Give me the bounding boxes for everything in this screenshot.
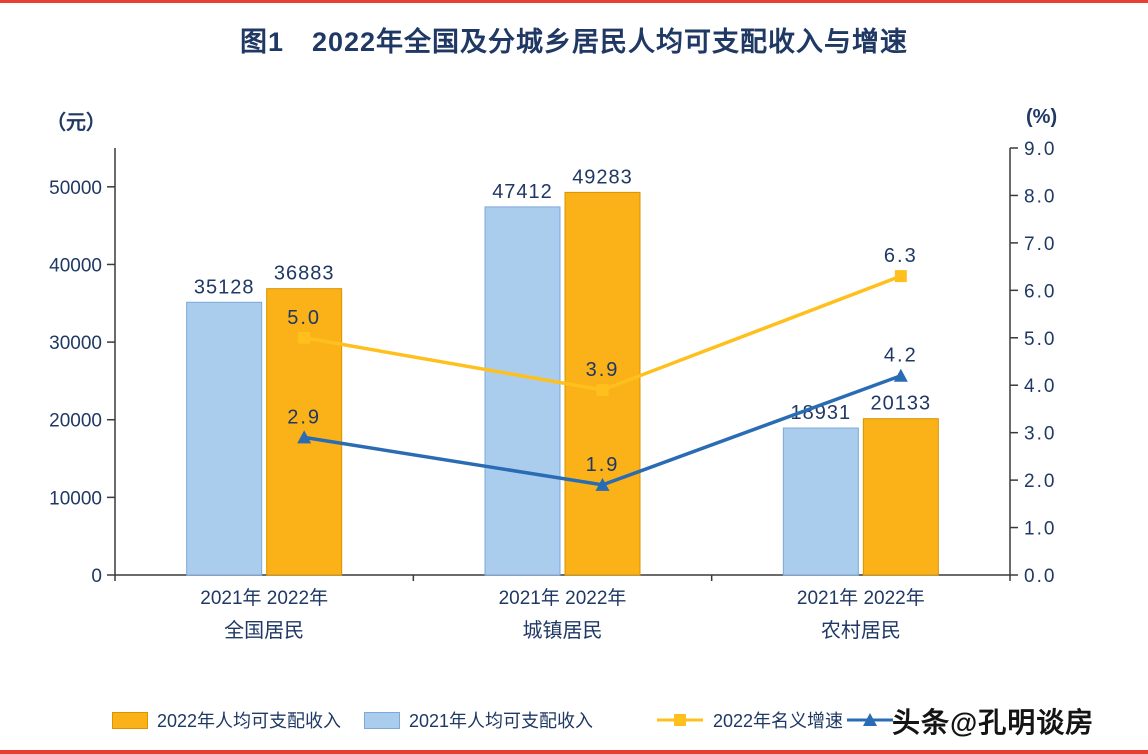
svg-text:20000: 20000 (49, 411, 102, 432)
red-top-border (0, 0, 1148, 3)
svg-text:2.0: 2.0 (1024, 471, 1056, 492)
svg-text:5.0: 5.0 (1024, 329, 1056, 350)
legend-item-nominal-growth: 2022年名义增速 (656, 700, 843, 740)
triangle-marker-icon (863, 713, 877, 726)
svg-text:6.3: 6.3 (884, 245, 918, 267)
svg-text:1.9: 1.9 (586, 454, 620, 476)
svg-text:8.0: 8.0 (1024, 186, 1056, 207)
square-marker-icon (674, 714, 686, 726)
chart-title: 图1 2022年全国及分城乡居民人均可支配收入与增速 (239, 27, 909, 57)
svg-text:7.0: 7.0 (1024, 234, 1056, 255)
svg-text:5.0: 5.0 (287, 307, 321, 329)
legend-label: 2021年人均可支配收入 (409, 711, 594, 731)
line-triangle-swatch-icon (847, 713, 893, 726)
left-axis-unit-label: （元） (46, 112, 106, 134)
svg-text:4.2: 4.2 (884, 345, 918, 367)
svg-text:3.9: 3.9 (586, 359, 620, 381)
svg-text:城镇居民: 城镇居民 (523, 619, 603, 642)
svg-text:2021年 2022年: 2021年 2022年 (200, 587, 328, 609)
svg-text:6.0: 6.0 (1024, 281, 1056, 302)
svg-text:2.9: 2.9 (287, 406, 321, 428)
svg-text:40000: 40000 (49, 255, 102, 276)
svg-text:2021年 2022年: 2021年 2022年 (499, 587, 627, 609)
legend-label: 2022年人均可支配收入 (157, 711, 342, 731)
svg-text:47412: 47412 (492, 181, 553, 203)
svg-text:35128: 35128 (194, 276, 255, 298)
legend-label: 2022年名义增速 (713, 711, 844, 731)
svg-text:0.0: 0.0 (1024, 566, 1056, 587)
svg-text:10000: 10000 (49, 488, 102, 509)
right-axis-unit-label: (%) (1026, 106, 1058, 128)
svg-text:3.0: 3.0 (1024, 424, 1056, 445)
svg-text:2021年 2022年: 2021年 2022年 (797, 587, 925, 609)
line-square-swatch-icon (657, 714, 703, 726)
orange-bar-swatch-icon (112, 711, 148, 729)
svg-text:农村居民: 农村居民 (821, 619, 901, 642)
svg-text:50000: 50000 (49, 178, 102, 199)
svg-text:9.0: 9.0 (1024, 139, 1056, 160)
legend-item-income-2021: 2021年人均可支配收入 (364, 700, 593, 740)
legend-item-real-growth (846, 700, 903, 740)
svg-text:1.0: 1.0 (1024, 519, 1056, 540)
svg-text:18931: 18931 (791, 402, 852, 424)
watermark: 头条@孔明谈房 (892, 707, 1095, 738)
svg-text:49283: 49283 (572, 166, 633, 188)
blue-bar-swatch-icon (364, 711, 400, 729)
svg-text:30000: 30000 (49, 333, 102, 354)
legend-item-income-2022: 2022年人均可支配收入 (112, 700, 341, 740)
svg-text:4.0: 4.0 (1024, 376, 1056, 397)
svg-text:20133: 20133 (871, 393, 932, 415)
svg-text:36883: 36883 (274, 263, 335, 285)
chart-legend: 2022年人均可支配收入 2021年人均可支配收入 2022年名义增速 (0, 700, 1148, 744)
red-bottom-border (0, 750, 1148, 754)
svg-text:全国居民: 全国居民 (224, 619, 304, 642)
svg-text:0: 0 (91, 566, 102, 587)
